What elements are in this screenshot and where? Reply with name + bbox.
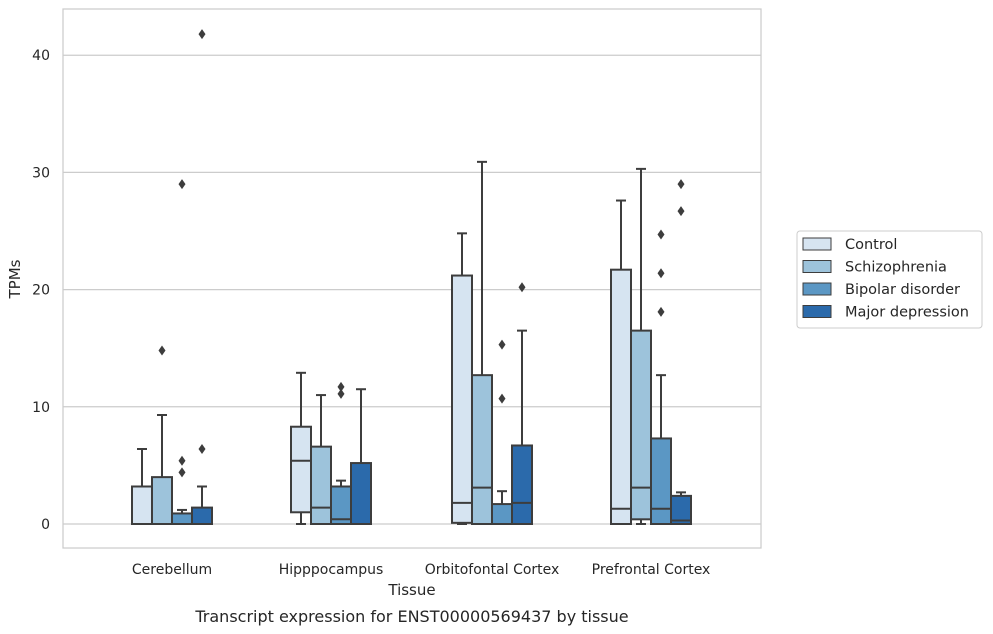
box-major-depression-cerebellum <box>191 29 213 526</box>
outlier-point <box>178 179 186 190</box>
outlier-point <box>657 229 665 240</box>
box-control-cerebellum <box>131 447 153 526</box>
box-major-depression-prefrontal-cortex <box>670 179 692 526</box>
x-axis-label: Tissue <box>387 581 435 599</box>
legend-label: Control <box>845 237 897 253</box>
box-body <box>610 268 632 525</box>
box-schizophrenia-cerebellum <box>151 345 173 525</box>
outlier-point <box>677 179 685 190</box>
box-control-hipppocampus <box>290 371 312 525</box>
box-body <box>491 503 513 525</box>
legend-box <box>796 230 983 329</box>
box-body <box>451 274 473 524</box>
box-bipolar-disorder-orbitofontal-cortex <box>491 339 513 525</box>
box-body <box>290 425 312 514</box>
outlier-point <box>198 443 206 454</box>
outlier-point <box>337 381 345 392</box>
box-bipolar-disorder-prefrontal-cortex <box>650 229 672 525</box>
y-tick-label: 10 <box>32 400 50 416</box>
outlier-point <box>657 268 665 279</box>
outlier-point <box>178 467 186 478</box>
outlier-point <box>518 282 526 293</box>
legend-item-schizophrenia: Schizophrenia <box>802 260 947 276</box>
plot-frame <box>62 8 762 549</box>
box-body <box>630 329 652 521</box>
box-body <box>171 512 193 526</box>
legend-swatch <box>802 260 832 273</box>
chart-caption: Transcript expression for ENST0000056943… <box>194 607 628 626</box>
outlier-point <box>337 388 345 399</box>
box-body <box>191 506 213 526</box>
legend-item-control: Control <box>802 237 897 253</box>
outlier-point <box>657 306 665 317</box>
legend-swatch <box>802 237 832 251</box>
box-body <box>350 462 372 525</box>
legend: Control Schizophrenia Bipolar disorder Majo… <box>796 230 983 329</box>
outlier-point <box>158 345 166 356</box>
box-control-orbitofontal-cortex <box>451 232 473 525</box>
box-schizophrenia-prefrontal-cortex <box>630 167 652 525</box>
box-schizophrenia-hipppocampus <box>310 394 332 526</box>
y-tick-label: 30 <box>32 165 50 181</box>
boxes-layer <box>131 29 692 526</box>
x-tick-label-prefrontal-cortex: Prefrontal Cortex <box>592 562 711 578</box>
y-axis-label: TPMs <box>6 259 24 299</box>
x-tick-label-hipppocampus: Hipppocampus <box>279 562 384 578</box>
legend-swatch <box>802 282 832 296</box>
outlier-point <box>498 339 506 350</box>
legend-item-bipolar-disorder: Bipolar disorder <box>802 282 960 298</box>
box-body <box>471 374 493 525</box>
y-tick-label: 20 <box>32 283 50 299</box>
box-schizophrenia-orbitofontal-cortex <box>471 160 493 525</box>
box-bipolar-disorder-hipppocampus <box>330 381 352 526</box>
box-bipolar-disorder-cerebellum <box>171 179 193 526</box>
legend-swatch <box>802 305 832 318</box>
box-body <box>650 437 672 525</box>
y-tick-label: 0 <box>41 517 50 533</box>
y-tick-label: 40 <box>32 48 50 64</box>
box-body <box>310 445 332 526</box>
outlier-point <box>677 206 685 217</box>
x-tick-labels: Cerebellum Hipppocampus Orbitofontal Corte… <box>132 562 710 578</box>
x-tick-label-orbitofontal-cortex: Orbitofontal Cortex <box>425 562 560 578</box>
box-control-prefrontal-cortex <box>610 199 632 525</box>
x-tick-label-cerebellum: Cerebellum <box>132 562 212 578</box>
outlier-point <box>178 455 186 466</box>
legend-label: Major depression <box>845 305 969 321</box>
legend-item-major-depression: Major depression <box>802 305 969 321</box>
box-body <box>131 485 153 526</box>
box-body <box>151 476 173 525</box>
outlier-point <box>498 393 506 404</box>
box-major-depression-orbitofontal-cortex <box>511 282 533 526</box>
legend-label: Schizophrenia <box>845 260 947 276</box>
box-major-depression-hipppocampus <box>350 388 372 525</box>
outlier-point <box>198 29 206 40</box>
y-tick-labels: 0 10 20 30 40 <box>32 48 50 533</box>
box-body <box>511 444 533 526</box>
box-body <box>670 494 692 526</box>
legend-label: Bipolar disorder <box>845 282 960 298</box>
